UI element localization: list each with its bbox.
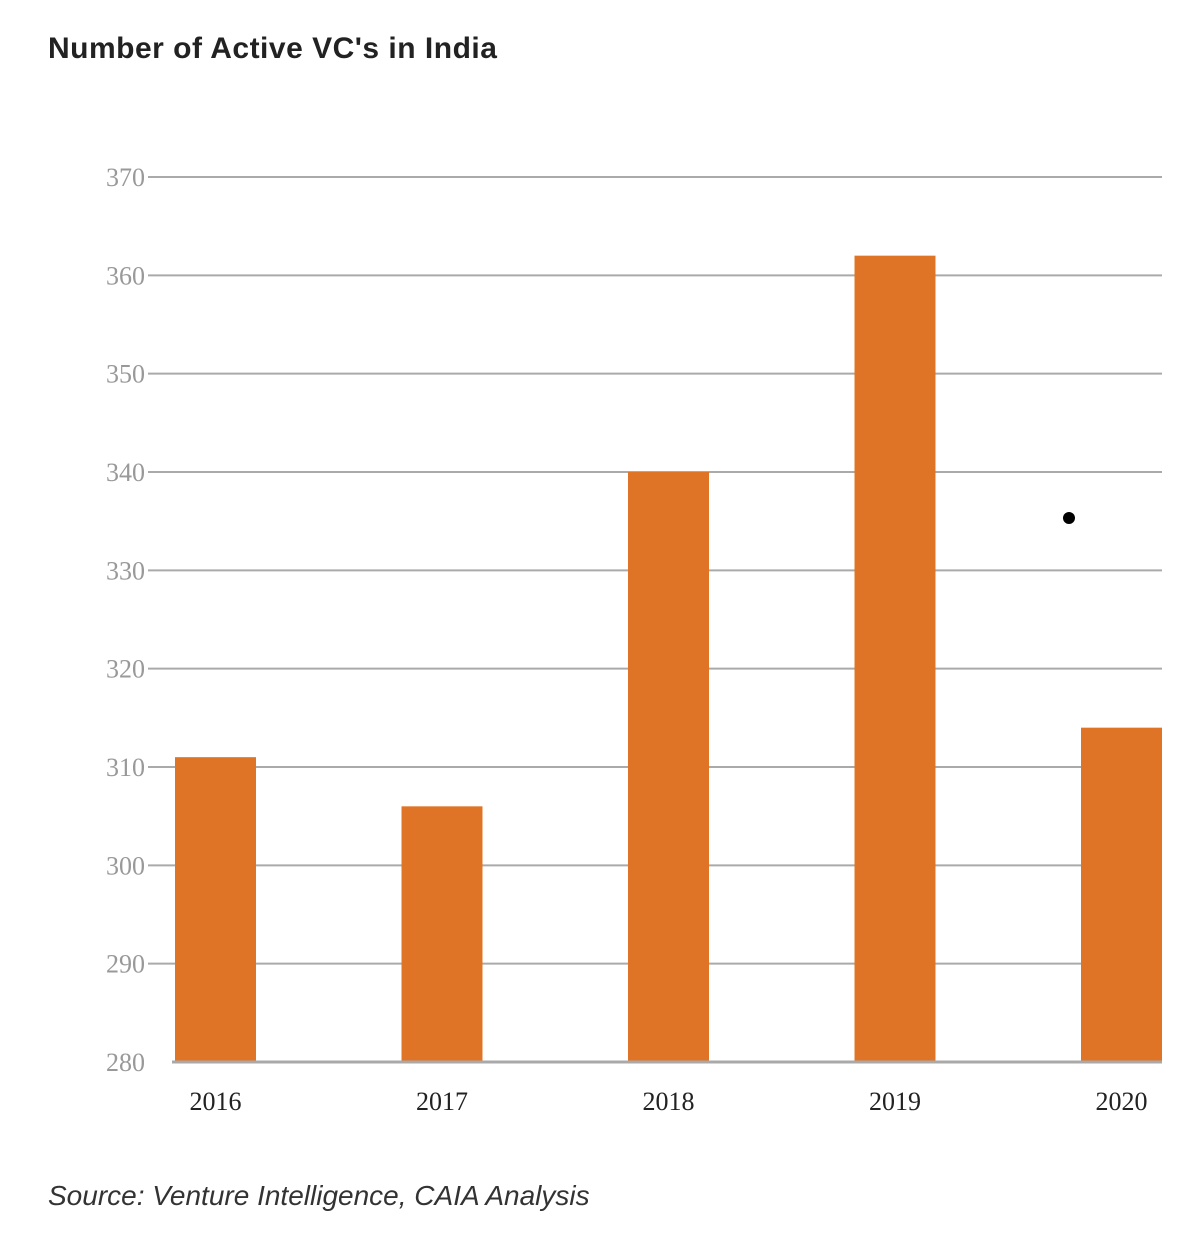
bars	[175, 255, 1162, 1062]
x-tick-label: 2019	[869, 1087, 921, 1116]
y-axis-ticks: 280 290 300 310 320 330 340 350 360 370	[106, 163, 145, 1077]
x-axis-ticks: 2016 2017 2018 2019 2020	[190, 1087, 1148, 1116]
bar-2019	[854, 255, 936, 1062]
y-tick-label: 320	[106, 655, 145, 684]
source-note: Source: Venture Intelligence, CAIA Analy…	[48, 1180, 590, 1211]
x-tick-label: 2018	[643, 1087, 695, 1116]
x-tick-label: 2020	[1096, 1087, 1148, 1116]
y-tick-label: 300	[106, 851, 145, 880]
y-tick-label: 280	[106, 1048, 145, 1077]
bar-2016	[175, 757, 256, 1062]
x-tick-label: 2017	[416, 1087, 468, 1116]
stray-dot	[1063, 512, 1075, 524]
bar-2017	[401, 806, 483, 1062]
y-tick-label: 290	[106, 950, 145, 979]
y-tick-label: 370	[106, 163, 145, 192]
x-tick-label: 2016	[190, 1087, 242, 1116]
y-tick-label: 330	[106, 556, 145, 585]
y-tick-label: 360	[106, 261, 145, 290]
y-tick-label: 350	[106, 360, 145, 389]
y-tick-label: 310	[106, 753, 145, 782]
bar-2018	[628, 472, 709, 1062]
y-tick-label: 340	[106, 458, 145, 487]
chart-title: Number of Active VC's in India	[48, 32, 498, 65]
bar-2020	[1081, 727, 1162, 1062]
